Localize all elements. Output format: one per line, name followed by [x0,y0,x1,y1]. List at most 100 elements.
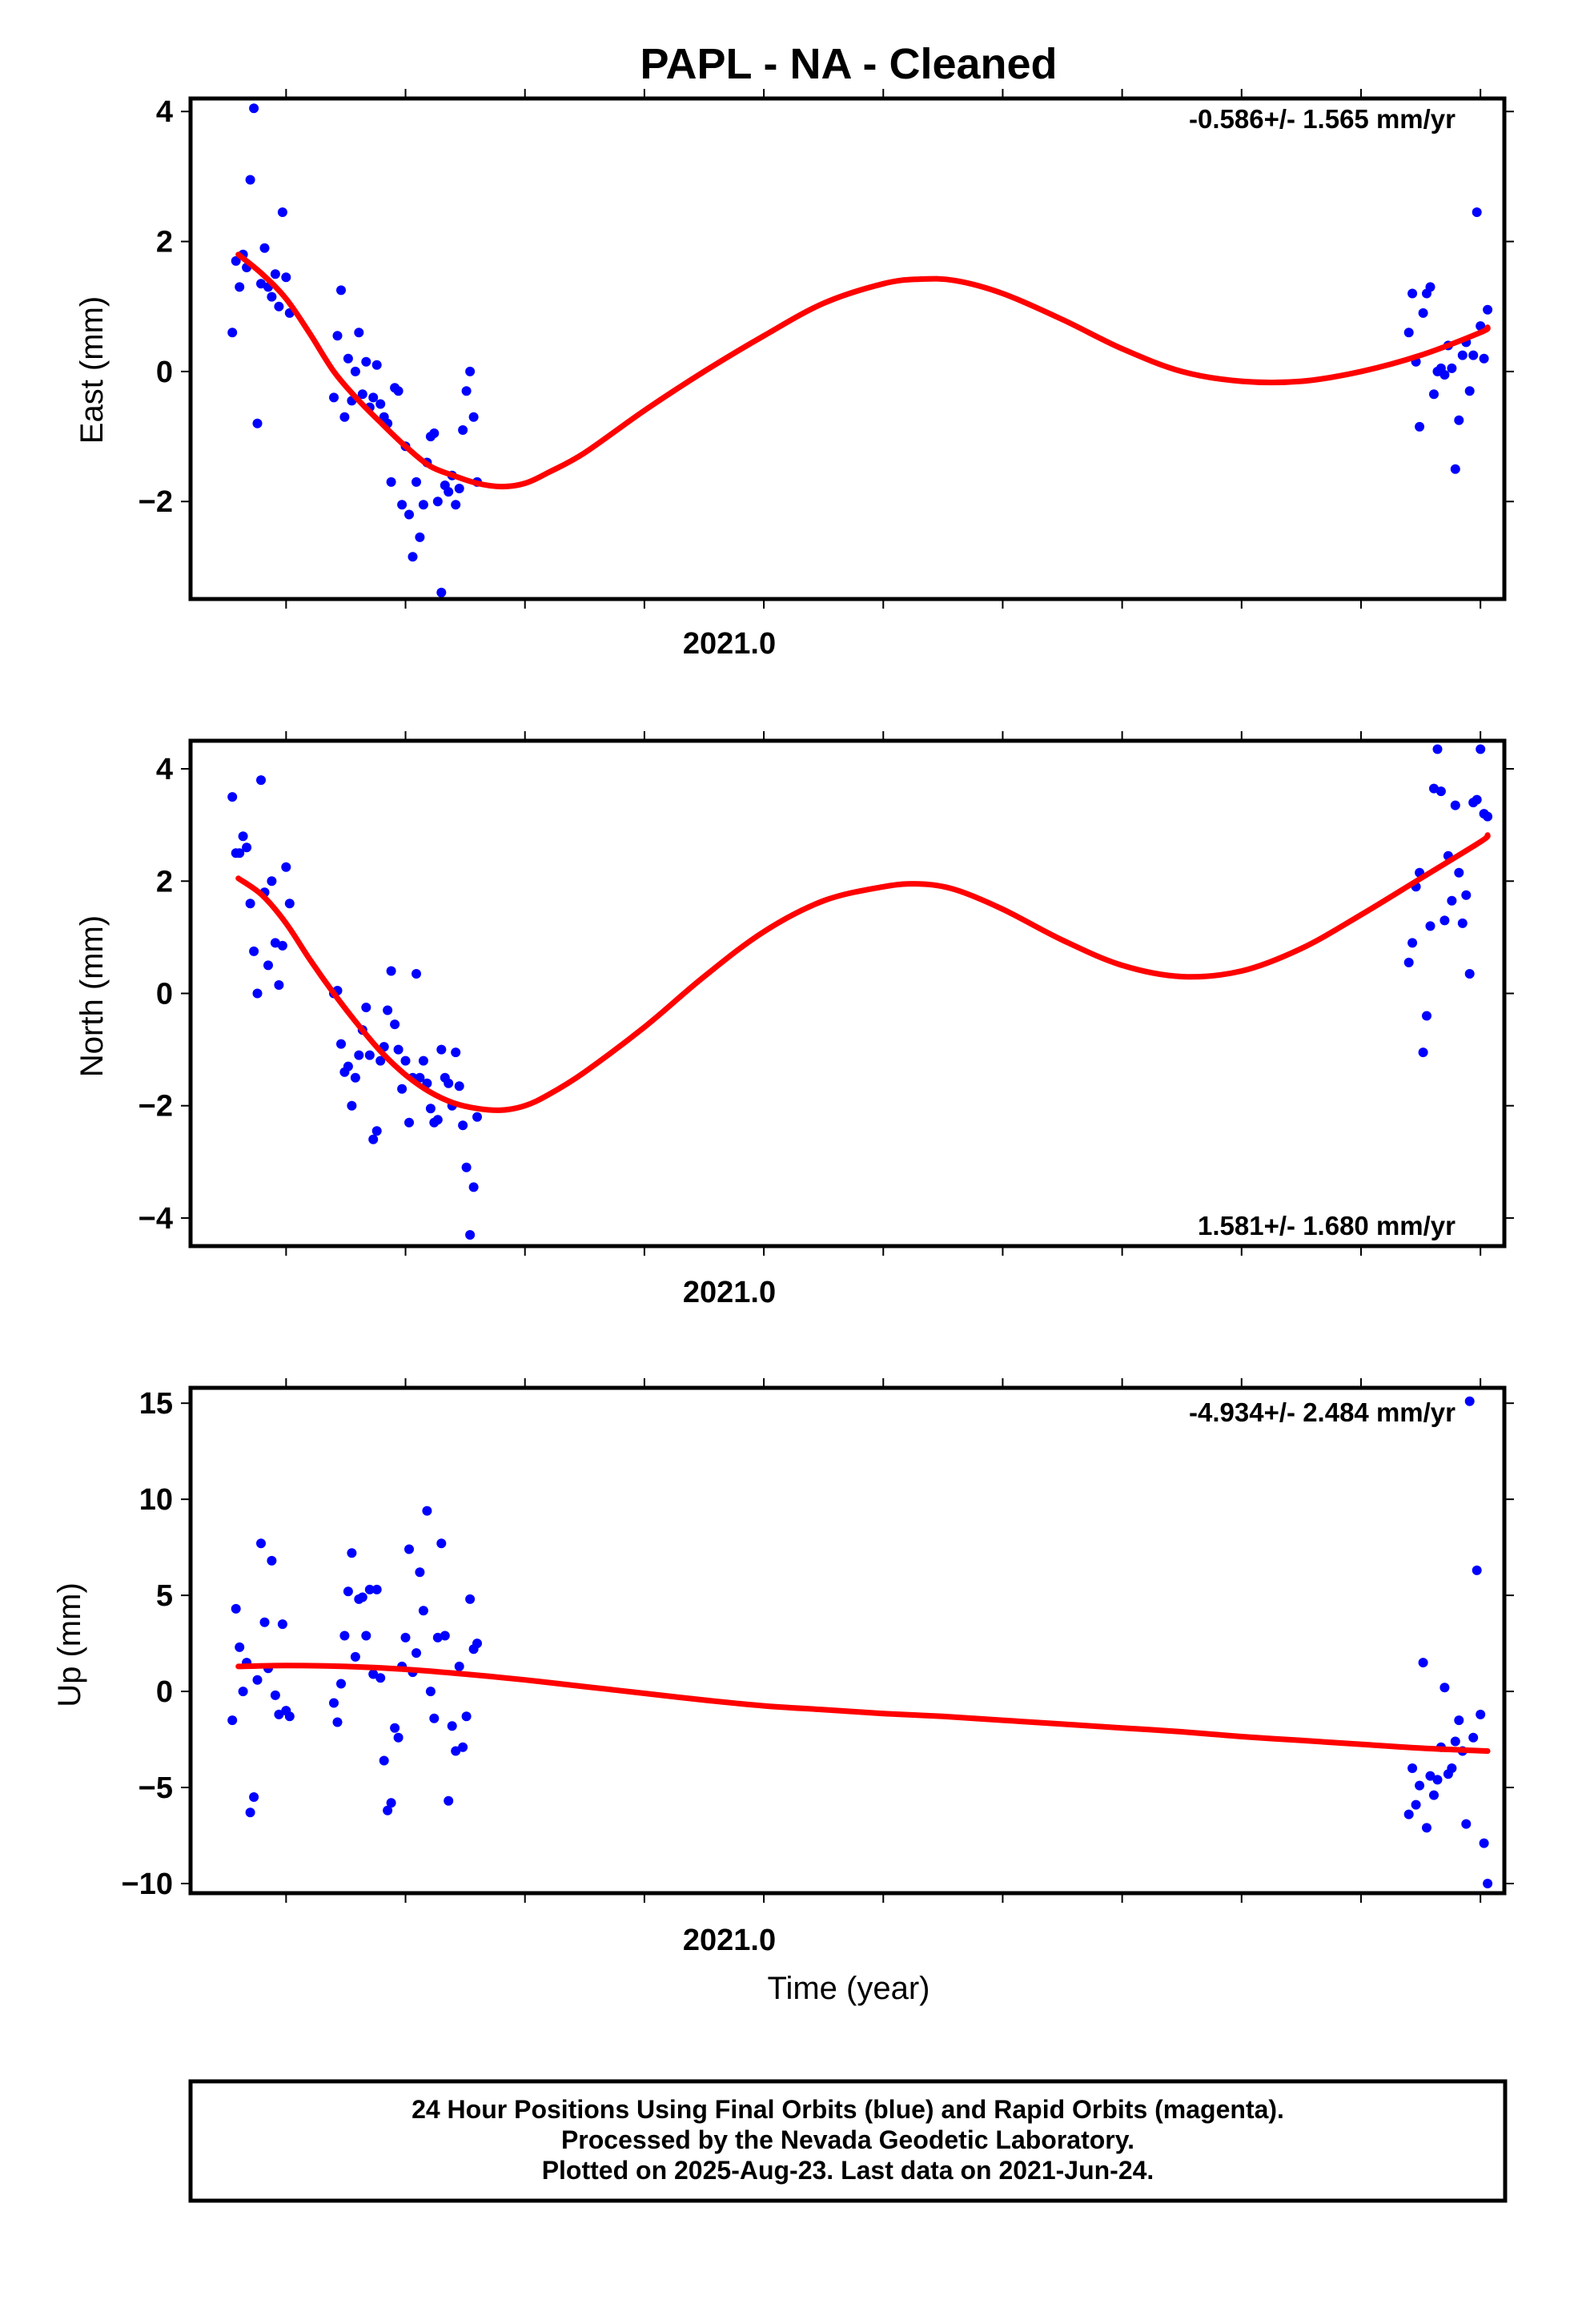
east-data-point [1454,415,1464,425]
north-data-point [1432,744,1443,754]
up-data-point [465,1594,476,1604]
up-data-point [386,1798,396,1808]
north-data-point [256,775,266,786]
north-data-point [336,1039,346,1049]
up-data-point [343,1586,353,1597]
north-data-point [386,966,396,976]
footer-frame [188,2079,1508,2203]
up-data-point [1411,1799,1421,1810]
north-data-point [432,1115,443,1125]
up-data-point [227,1715,238,1726]
east-data-point [227,328,238,338]
north-data-point [284,899,295,909]
east-fit-line [235,251,1491,490]
north-data-point [1403,957,1414,967]
up-data-point [432,1632,443,1642]
north-ytick-label: −2 [139,1090,173,1124]
north-rate-label: 1.581+/- 1.680 mm/yr [1198,1211,1456,1240]
up-data-point [371,1584,382,1594]
up-data-point [256,1538,266,1549]
up-data-point [274,1709,284,1719]
up-fit-line [235,1663,1491,1754]
east-data-point [245,175,255,185]
up-data-point [400,1632,411,1642]
up-data-point [375,1673,386,1683]
north-data-point [277,940,287,951]
up-data-point [1479,1838,1489,1848]
north-data-point [400,1055,411,1066]
north-data-point [361,1003,371,1012]
east-data-point [444,487,454,497]
east-data-point [368,392,379,403]
east-data-point [1425,282,1435,292]
east-data-point [249,103,259,114]
up-data-point [454,1661,464,1671]
east-data-point [458,425,468,435]
east-panel: East (mm) 2021.0 -0.586+/- 1.565 mm/yr −… [74,89,1514,661]
north-data-point [245,899,255,909]
up-data-point [458,1742,468,1752]
north-data-point [465,1230,476,1240]
east-data-point [1403,328,1414,338]
north-data-point [1418,1047,1428,1058]
up-panel: Up (mm) 2021.0 -4.934+/- 2.484 mm/yr −10… [52,1378,1514,1957]
east-data-point [454,484,464,493]
east-data-point [1483,304,1493,315]
up-data-point [404,1544,414,1554]
east-data-point [1450,464,1460,474]
north-data-point [371,1126,382,1136]
up-data-point [267,1555,277,1566]
east-ytick-label: −2 [139,485,173,519]
north-data-point [1447,895,1457,906]
up-axis-label: Up (mm) [52,1582,87,1707]
east-data-point [339,412,350,422]
north-data-point [451,1047,461,1058]
north-data-point [238,831,248,842]
up-data-point [1476,1709,1486,1719]
north-data-point [418,1055,428,1066]
up-data-point [332,1717,343,1727]
north-points [227,744,1493,1240]
north-data-point [1483,811,1493,822]
north-data-point [383,1005,393,1015]
east-rate-label: -0.586+/- 1.565 mm/yr [1189,104,1456,134]
up-data-point [1464,1396,1475,1406]
east-data-point [1418,308,1428,318]
up-data-point [1403,1809,1414,1819]
up-data-point [231,1603,241,1614]
north-data-point [425,1104,436,1114]
east-frame [188,96,1507,601]
north-ytick-label: 0 [156,978,173,1011]
up-data-point [364,1584,375,1594]
north-data-point [343,1061,353,1072]
east-data-point [1415,421,1425,432]
north-data-point [1476,744,1486,754]
up-data-point [461,1711,472,1722]
up-data-point [390,1723,400,1733]
east-data-point [281,272,291,283]
north-data-point [1450,800,1460,810]
north-ytick-label: 4 [156,753,173,786]
up-data-point [429,1713,440,1723]
footer-line-3: Plotted on 2025-Aug-23. Last data on 202… [542,2156,1154,2185]
east-data-point [397,500,408,510]
east-data-point [415,532,425,542]
north-data-point [390,1019,400,1030]
east-data-point [252,418,263,428]
north-fit-line [235,832,1491,1113]
x-axis-label: Time (year) [768,1971,930,2006]
up-data-point [1422,1823,1431,1833]
north-data-point [227,792,238,802]
east-data-point [1479,353,1489,364]
up-ytick-label: −10 [122,1868,173,1901]
east-data-point [393,386,404,396]
north-xtick-label: 2021.0 [683,1276,776,1309]
east-data-point [386,476,396,487]
up-data-point [1454,1715,1464,1726]
up-data-point [259,1617,270,1627]
north-data-point [1422,1011,1431,1021]
north-data-point [249,946,259,956]
up-data-point [1429,1790,1439,1800]
